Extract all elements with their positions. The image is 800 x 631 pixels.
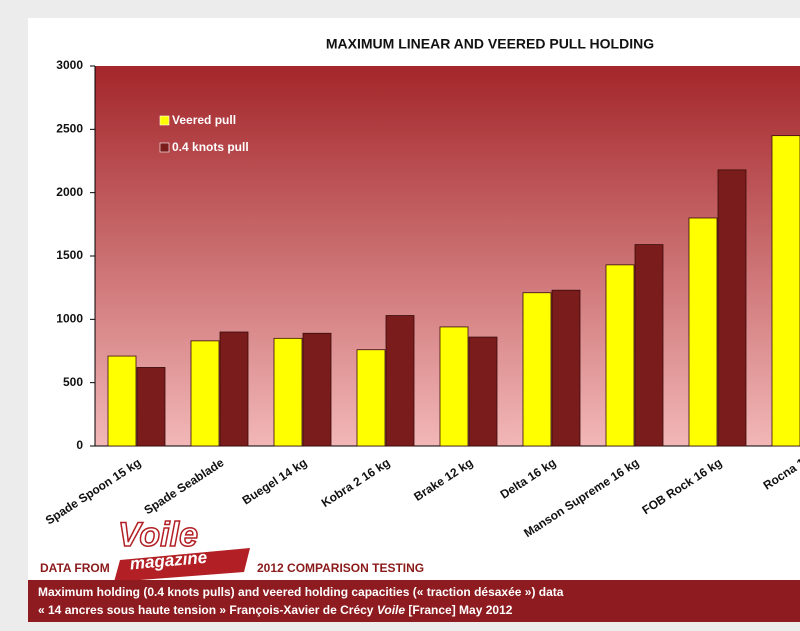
bar: [468, 336, 498, 447]
bar: [634, 244, 664, 447]
caption-band: [28, 580, 800, 622]
bar: [688, 217, 718, 447]
legend-label: 0.4 knots pull: [172, 140, 249, 154]
bar: [771, 135, 800, 447]
y-tick-label: 500: [63, 375, 83, 389]
y-tick-label: 3000: [56, 58, 83, 72]
caption-text: Voile: [377, 603, 406, 617]
bar: [717, 169, 747, 447]
bar: [136, 367, 166, 447]
bar: [385, 315, 415, 447]
bar: [219, 331, 249, 447]
bar: [356, 349, 386, 447]
caption-line: Maximum holding (0.4 knots pulls) and ve…: [38, 585, 564, 599]
bar: [190, 340, 220, 447]
bar: [551, 289, 581, 447]
caption-line: « 14 ancres sous haute tension » Françoi…: [38, 603, 513, 617]
logo-band: [114, 548, 250, 582]
caption-text: « 14 ancres sous haute tension » Françoi…: [38, 603, 377, 617]
bar: [522, 292, 552, 447]
bar: [605, 264, 635, 447]
y-tick-label: 1000: [56, 312, 83, 326]
source-suffix: 2012 COMPARISON TESTING: [257, 561, 424, 575]
bar: [439, 326, 469, 447]
chart-title: MAXIMUM LINEAR AND VEERED PULL HOLDING: [326, 36, 654, 52]
y-tick-label: 1500: [56, 248, 83, 262]
logo-title: Voile: [118, 516, 198, 554]
caption-text: [France] May 2012: [405, 603, 513, 617]
legend-swatch: [159, 115, 170, 126]
bar: [302, 332, 332, 447]
bar: [107, 355, 137, 447]
y-tick-label: 2500: [56, 122, 83, 136]
y-tick-label: 0: [76, 438, 83, 452]
legend-swatch: [159, 142, 170, 153]
source-prefix: DATA FROM: [40, 561, 110, 575]
bar: [273, 337, 303, 447]
legend-label: Veered pull: [172, 113, 236, 127]
y-tick-label: 2000: [56, 185, 83, 199]
